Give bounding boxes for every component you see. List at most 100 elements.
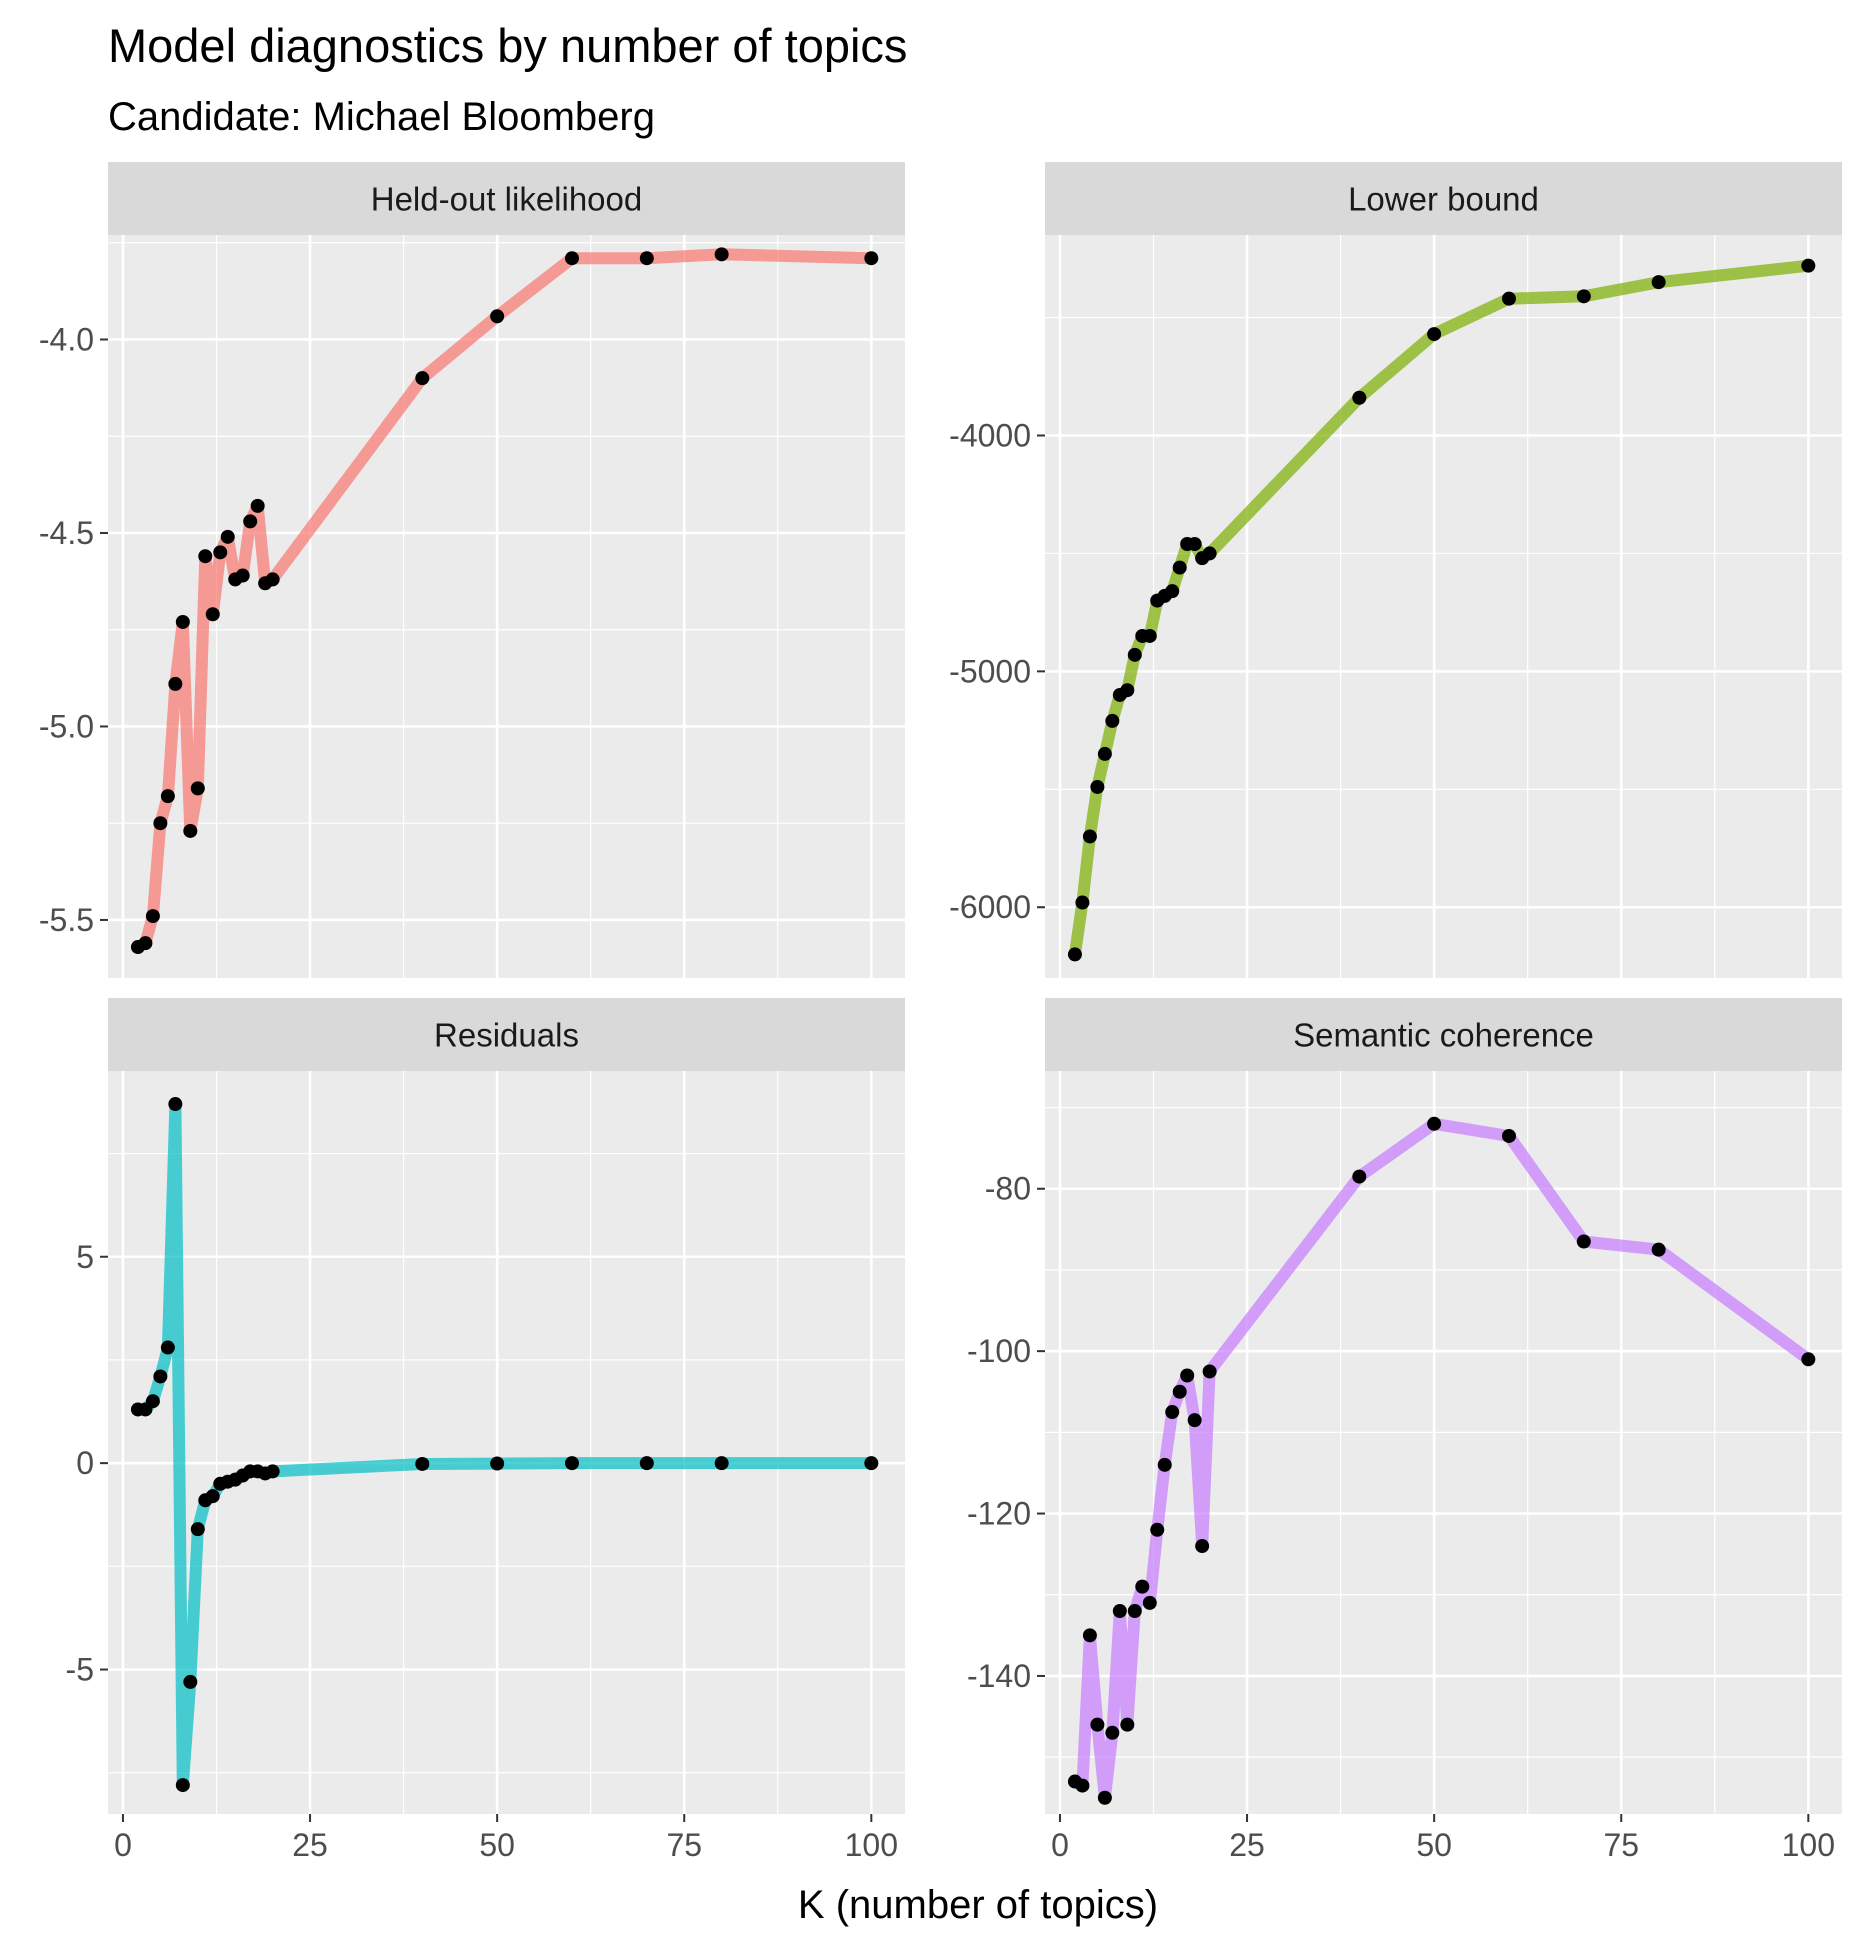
data-point — [1075, 895, 1090, 910]
data-point — [1105, 713, 1120, 728]
data-point — [1097, 1790, 1112, 1805]
data-point — [198, 549, 213, 564]
y-tick-label: -80 — [985, 1171, 1031, 1207]
data-point — [1090, 1717, 1105, 1732]
data-point — [1576, 1234, 1591, 1249]
data-point — [168, 676, 183, 691]
data-point — [1150, 1522, 1165, 1537]
facet-strip-label: Semantic coherence — [1293, 1017, 1594, 1054]
data-point — [415, 1456, 430, 1471]
data-point — [1135, 1579, 1150, 1594]
data-point — [1075, 1778, 1090, 1793]
data-point — [183, 1674, 198, 1689]
y-tick-label: -5 — [66, 1652, 94, 1688]
data-point — [1112, 1603, 1127, 1618]
data-point — [1067, 947, 1082, 962]
data-point — [243, 514, 258, 529]
data-point — [1195, 1539, 1210, 1554]
data-point — [1202, 1364, 1217, 1379]
data-point — [1187, 1413, 1202, 1428]
x-tick-label: 25 — [1229, 1827, 1265, 1863]
data-point — [1202, 546, 1217, 561]
chart-title: Model diagnostics by number of topics — [108, 19, 907, 72]
data-point — [1165, 1405, 1180, 1420]
data-point — [220, 529, 235, 544]
data-point — [1187, 536, 1202, 551]
data-point — [564, 251, 579, 266]
data-point — [864, 251, 879, 266]
data-point — [213, 545, 228, 560]
data-point — [175, 614, 190, 629]
panel-background — [108, 1071, 905, 1814]
panel-background — [1045, 235, 1842, 978]
data-point — [1651, 275, 1666, 290]
data-point — [1427, 327, 1442, 342]
facet-strip-label: Held-out likelihood — [371, 181, 643, 218]
x-tick-label: 50 — [479, 1827, 515, 1863]
data-point — [1801, 1352, 1816, 1367]
facet-strip-label: Lower bound — [1348, 181, 1539, 218]
data-point — [160, 789, 175, 804]
data-point — [1352, 390, 1367, 405]
data-point — [1090, 779, 1105, 794]
data-point — [864, 1456, 879, 1471]
data-point — [1801, 258, 1816, 273]
data-point — [250, 498, 265, 513]
chart-subtitle: Candidate: Michael Bloomberg — [108, 95, 655, 139]
data-point — [1127, 647, 1142, 662]
data-point — [190, 1522, 205, 1537]
y-tick-label: -5.5 — [39, 902, 94, 938]
data-point — [714, 247, 729, 262]
data-point — [160, 1340, 175, 1355]
panel-background — [1045, 1071, 1842, 1814]
data-point — [415, 371, 430, 386]
data-point — [235, 568, 250, 583]
data-point — [1120, 683, 1135, 698]
data-point — [145, 909, 160, 924]
data-point — [190, 781, 205, 796]
data-point — [153, 1369, 168, 1384]
data-point — [639, 251, 654, 266]
data-point — [1120, 1717, 1135, 1732]
panel-background — [108, 235, 905, 978]
y-tick-label: 0 — [76, 1445, 94, 1481]
facet-strip — [108, 998, 905, 1071]
facet-strip-label: Residuals — [434, 1017, 579, 1054]
data-point — [1082, 829, 1097, 844]
y-tick-label: -4000 — [949, 417, 1031, 453]
y-tick-label: -5000 — [949, 653, 1031, 689]
y-tick-label: -5.0 — [39, 708, 94, 744]
x-tick-label: 50 — [1416, 1827, 1452, 1863]
data-point — [1576, 289, 1591, 304]
data-point — [168, 1097, 183, 1112]
data-point — [265, 572, 280, 587]
data-point — [714, 1456, 729, 1471]
facet-panels: Held-out likelihood -4.0 -4.5 -5.0 -5.5 Lower… — [39, 162, 1842, 1863]
data-point — [265, 1464, 280, 1479]
data-point — [564, 1456, 579, 1471]
data-point — [1352, 1169, 1367, 1184]
y-tick-label: -6000 — [949, 889, 1031, 925]
y-tick-label: -120 — [967, 1496, 1031, 1532]
y-tick-label: -4.5 — [39, 515, 94, 551]
y-tick-label: 5 — [76, 1239, 94, 1275]
data-point — [1142, 1595, 1157, 1610]
x-tick-label: 0 — [1051, 1827, 1069, 1863]
data-point — [145, 1394, 160, 1409]
data-point — [1142, 628, 1157, 643]
data-point — [490, 309, 505, 324]
x-tick-label: 100 — [1782, 1827, 1835, 1863]
facet-panel-1: Held-out likelihood -4.0 -4.5 -5.0 -5.5 — [39, 162, 905, 978]
y-tick-label: -4.0 — [39, 321, 94, 357]
x-tick-label: 0 — [114, 1827, 132, 1863]
data-point — [153, 816, 168, 831]
data-point — [1157, 1457, 1172, 1472]
data-point — [1501, 1128, 1516, 1143]
facet-panel-4: Semantic coherence -80 -100 -120 -140 0 25 50 75… — [967, 998, 1842, 1863]
facet-strip — [108, 162, 905, 235]
data-point — [1105, 1725, 1120, 1740]
y-tick-label: -100 — [967, 1333, 1031, 1369]
data-point — [1127, 1603, 1142, 1618]
